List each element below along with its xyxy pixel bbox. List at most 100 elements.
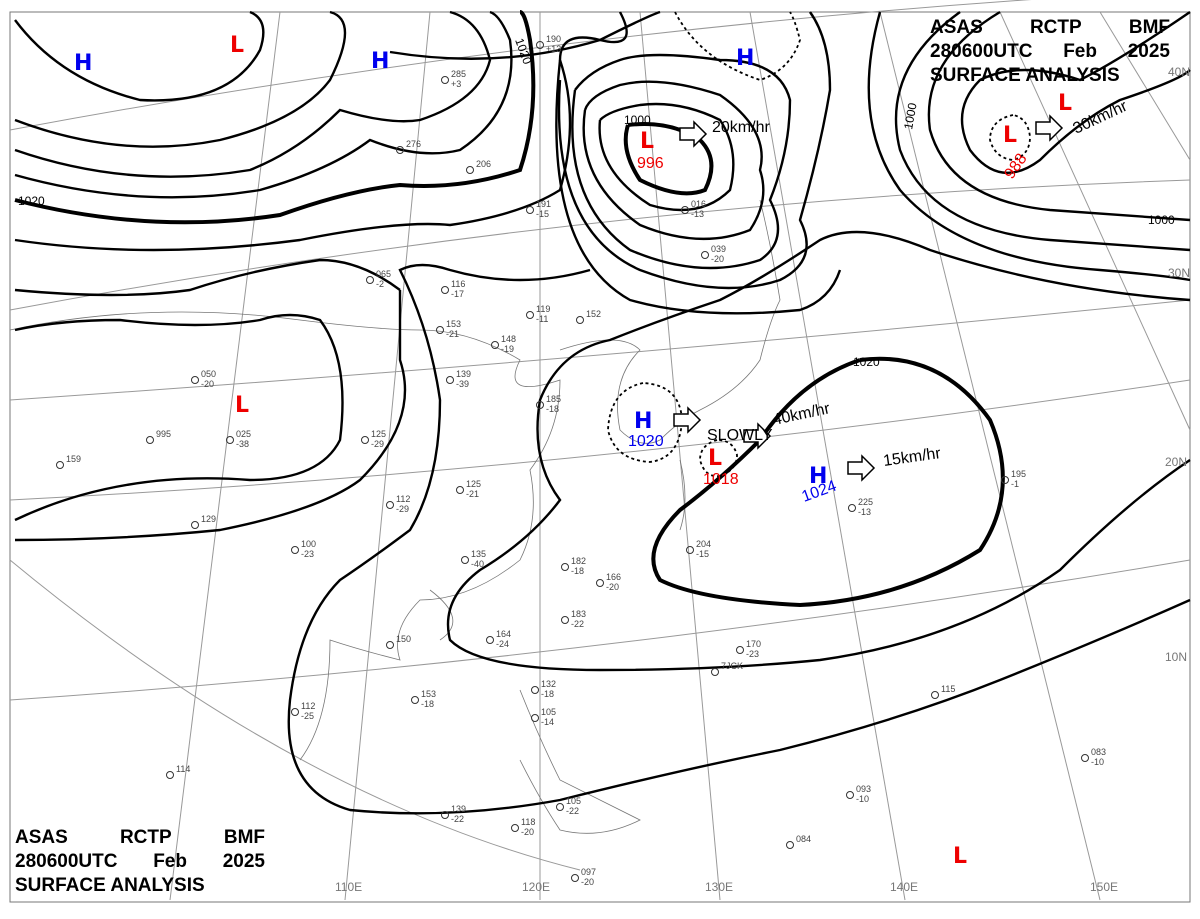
station-value: 276 xyxy=(406,139,421,149)
station-value: -25 xyxy=(301,711,314,721)
header-station: RCTP xyxy=(1029,17,1082,38)
station-marker-icon xyxy=(931,691,939,699)
header-agency: ASAS xyxy=(930,17,983,38)
isobar-label: 1020 xyxy=(18,194,45,208)
station-marker-icon xyxy=(571,874,579,882)
longitude-label: 150E xyxy=(1090,880,1118,894)
station-value: 125 xyxy=(466,479,481,489)
station-marker-icon xyxy=(436,326,444,334)
high-pressure-symbol: H xyxy=(371,49,389,74)
station-marker-icon xyxy=(576,316,584,324)
station-marker-icon xyxy=(386,501,394,509)
latitude-label: 30N xyxy=(1168,266,1190,280)
station-value: 100 xyxy=(301,539,316,549)
station-value: 105 xyxy=(541,707,556,717)
movement-label: SLOWLY xyxy=(707,427,773,444)
low-pressure-symbol: L xyxy=(230,33,244,58)
station-value: -18 xyxy=(541,689,554,699)
station-value: 170 xyxy=(746,639,761,649)
station-value: 152 xyxy=(586,309,601,319)
header-year: 2025 xyxy=(1127,41,1170,62)
arrow-icon xyxy=(743,422,772,450)
station-value: 183 xyxy=(571,609,586,619)
station-value: -1 xyxy=(1011,479,1019,489)
station-value: -13 xyxy=(691,209,704,219)
station-value: 025 xyxy=(236,429,251,439)
station-value: 016 xyxy=(691,199,706,209)
station-marker-icon xyxy=(411,696,419,704)
station-value: -20 xyxy=(581,877,594,887)
high-pressure-symbol: H xyxy=(74,51,92,76)
station-value: -22 xyxy=(566,806,579,816)
station-value: -38 xyxy=(236,439,249,449)
station-marker-icon xyxy=(291,708,299,716)
station-value: 139 xyxy=(456,369,471,379)
latitude-label: 10N xyxy=(1165,650,1187,664)
station-value: -18 xyxy=(546,404,559,414)
isobar-label: 1000 xyxy=(901,101,919,130)
station-value: 105 xyxy=(566,796,581,806)
station-value: -29 xyxy=(396,504,409,514)
movement-arrows xyxy=(673,114,1064,482)
arrow-icon xyxy=(673,406,702,434)
station-value: -39 xyxy=(456,379,469,389)
station-value: -19 xyxy=(501,344,514,354)
longitude-label: 140E xyxy=(890,880,918,894)
header-station: RCTP xyxy=(119,827,172,848)
station-marker-icon xyxy=(366,276,374,284)
longitude-label: 120E xyxy=(522,880,550,894)
station-marker-icon xyxy=(511,824,519,832)
station-marker-icon xyxy=(441,76,449,84)
station-value: -20 xyxy=(711,254,724,264)
station-value: 139 xyxy=(451,804,466,814)
header-title: SURFACE ANALYSIS xyxy=(930,65,1120,86)
high-pressure-symbol: H xyxy=(809,464,827,489)
high-pressure-symbol: H xyxy=(736,46,754,71)
station-marker-icon xyxy=(681,206,689,214)
station-value: 185 xyxy=(546,394,561,404)
header-agency: ASAS xyxy=(15,827,68,848)
station-marker-icon xyxy=(461,556,469,564)
isobar-label: 1020 xyxy=(853,355,880,369)
station-value: +13 xyxy=(546,44,561,54)
station-value: 190 xyxy=(546,34,561,44)
header-time: 280600UTC xyxy=(930,41,1033,62)
station-marker-icon xyxy=(56,461,64,469)
station-marker-icon xyxy=(226,436,234,444)
station-marker-icon xyxy=(556,803,564,811)
station-value: -10 xyxy=(856,794,869,804)
arrow-icon xyxy=(679,120,708,148)
station-value: -20 xyxy=(521,827,534,837)
station-marker-icon xyxy=(686,546,694,554)
station-marker-icon xyxy=(441,811,449,819)
station-value: 206 xyxy=(476,159,491,169)
map-frame xyxy=(9,11,1191,903)
header-title: SURFACE ANALYSIS xyxy=(15,875,205,896)
station-value: 097 xyxy=(581,867,596,877)
pressure-value: 1024 xyxy=(800,478,839,506)
station-value: 204 xyxy=(696,539,711,549)
station-value: -24 xyxy=(496,639,509,649)
station-value: 065 xyxy=(376,269,391,279)
pressure-value: 996 xyxy=(637,155,664,172)
station-value: -11 xyxy=(536,314,548,324)
station-value: -10 xyxy=(1091,757,1104,767)
station-value: 118 xyxy=(521,817,535,827)
station-value: 125 xyxy=(371,429,386,439)
low-pressure-symbol: L xyxy=(1003,123,1017,148)
station-value: -40 xyxy=(471,559,484,569)
station-value: 148 xyxy=(501,334,516,344)
header-time: 280600UTC xyxy=(15,851,118,872)
station-marker-icon xyxy=(736,646,744,654)
station-value: -13 xyxy=(858,507,871,517)
station-value: 112 xyxy=(301,701,315,711)
station-value: 166 xyxy=(606,572,621,582)
movement-label: 30km/hr xyxy=(1071,98,1131,138)
station-value: 132 xyxy=(541,679,556,689)
station-marker-icon xyxy=(848,504,856,512)
station-value: 153 xyxy=(446,319,461,329)
station-value: -20 xyxy=(201,379,214,389)
station-value: -15 xyxy=(696,549,709,559)
header-month: Feb xyxy=(1063,41,1097,62)
